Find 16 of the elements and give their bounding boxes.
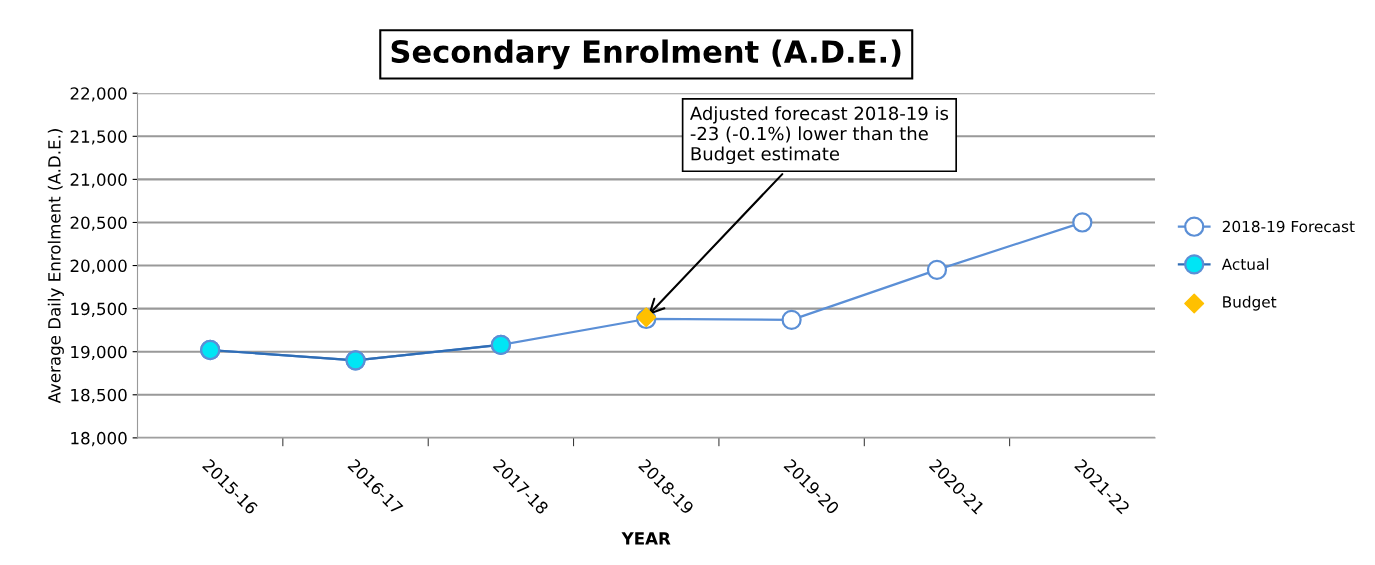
- legend-label: Budget: [1223, 295, 1277, 311]
- y-tick-label: 22,000: [70, 87, 127, 102]
- legend-label: Actual: [1221, 258, 1269, 270]
- y-tick-label: 21,000: [70, 173, 127, 188]
- x-axis-title: YEAR: [621, 532, 671, 545]
- y-tick-label: 19,500: [71, 302, 127, 317]
- y-tick-label: 21,500: [70, 130, 127, 145]
- y-tick-label: 20,000: [70, 259, 127, 274]
- y-tick-label: 18,500: [71, 388, 127, 404]
- y-tick-label: 19,000: [71, 345, 127, 360]
- chart-title: Secondary Enrolment (A.D.E.): [391, 39, 901, 70]
- y-tick-label: 18,000: [71, 431, 127, 447]
- y-tick-label: 20,500: [70, 216, 127, 231]
- y-axis-title: Average Daily Enrolment (A.D.E.): [47, 129, 64, 404]
- annotation: Adjusted forecast 2018-19 is -23 (-0.1%) lower than the Budget estimate: [690, 106, 949, 165]
- legend-label: 2018-19 Forecast: [1222, 220, 1355, 233]
